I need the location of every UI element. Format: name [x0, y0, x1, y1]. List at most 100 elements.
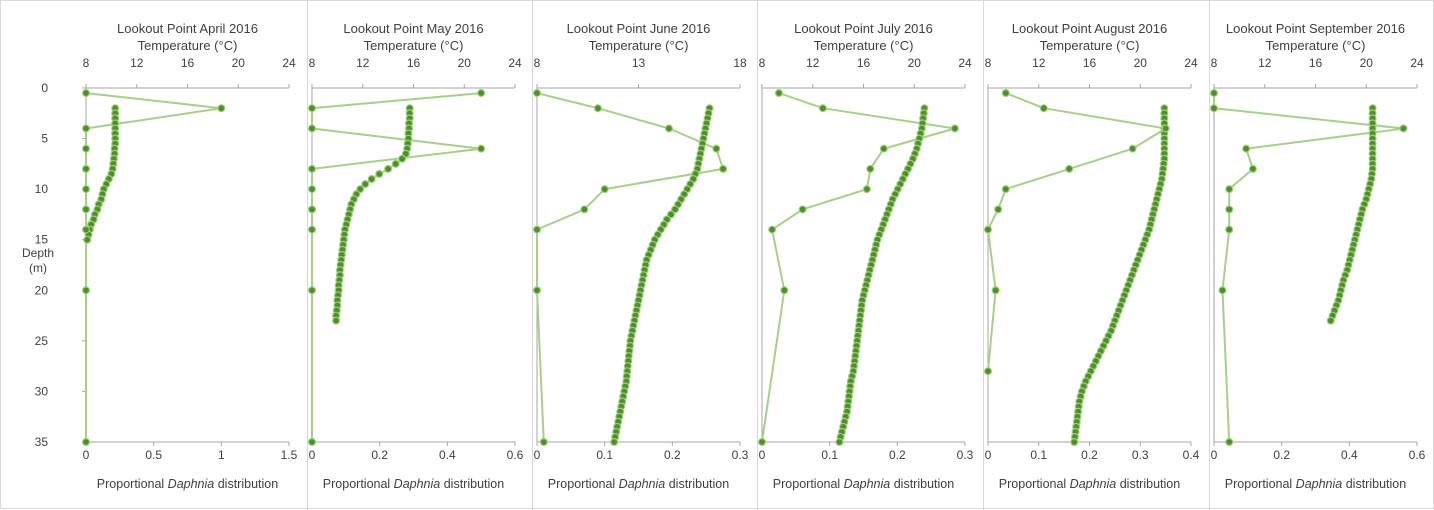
daphnia-line [761, 92, 956, 443]
daphnia-point [81, 185, 90, 194]
distribution-axis-label: Proportional Daphnia distribution [1225, 477, 1406, 491]
temperature-tick-label: 12 [1258, 56, 1272, 70]
distribution-tick-label: 1 [218, 448, 225, 462]
distribution-tick-label: 0.3 [957, 448, 974, 462]
daphnia-point [780, 286, 789, 295]
panel-2: Lookout Point May 2016 Temperature (°C) Pr… [308, 21, 524, 491]
panel-divider [757, 1, 758, 510]
distribution-axis-label: Proportional Daphnia distribution [548, 477, 729, 491]
temperature-tick-label: 12 [806, 56, 820, 70]
panel-title: Lookout Point July 2016 [794, 21, 933, 36]
temperature-tick-label: 20 [1360, 56, 1374, 70]
temperature-point [1326, 316, 1335, 325]
panel-title: Lookout Point August 2016 [1012, 21, 1167, 36]
daphnia-point [81, 89, 90, 98]
panel-6: Lookout Point September 2016 Temperature … [1209, 21, 1426, 491]
distribution-tick-label: 0.2 [664, 448, 681, 462]
daphnia-point [862, 185, 871, 194]
daphnia-point [664, 124, 673, 133]
daphnia-point [1248, 164, 1257, 173]
distribution-tick-label: 0.5 [145, 448, 162, 462]
distribution-tick-label: 1.5 [281, 448, 298, 462]
daphnia-point [1225, 225, 1234, 234]
temperature-tick-label: 8 [985, 56, 992, 70]
panel-3: Lookout Point June 2016 Temperature (°C) P… [532, 21, 749, 491]
daphnia-point [1209, 89, 1218, 98]
temperature-tick-label: 8 [83, 56, 90, 70]
temperature-tick-label: 12 [356, 56, 370, 70]
temperature-tick-label: 12 [1032, 56, 1046, 70]
daphnia-point [712, 144, 721, 153]
distribution-tick-label: 0.3 [732, 448, 749, 462]
daphnia-point [798, 205, 807, 214]
daphnia-point [477, 144, 486, 153]
daphnia-point [477, 89, 486, 98]
temperature-tick-label: 8 [1211, 56, 1218, 70]
daphnia-point [308, 185, 317, 194]
temperature-tick-label: 20 [908, 56, 922, 70]
temperature-tick-label: 18 [733, 56, 747, 70]
daphnia-point [1209, 104, 1218, 113]
daphnia-point [532, 89, 541, 98]
daphnia-point [81, 164, 90, 173]
daphnia-point [950, 124, 959, 133]
daphnia-point [1225, 185, 1234, 194]
temperature-point [361, 180, 370, 189]
panel-title: Lookout Point April 2016 [117, 21, 258, 36]
temperature-axis-label: Temperature (°C) [138, 38, 238, 53]
daphnia-point [768, 225, 777, 234]
distribution-axis-label: Proportional Daphnia distribution [323, 477, 504, 491]
depth-tick-label: 20 [35, 283, 49, 297]
daphnia-point [983, 225, 992, 234]
daphnia-line [311, 92, 482, 442]
temperature-tick-label: 20 [1134, 56, 1148, 70]
daphnia-point [308, 104, 317, 113]
distribution-tick-label: 0.2 [1273, 448, 1290, 462]
daphnia-point [1161, 124, 1170, 133]
distribution-tick-label: 0.2 [371, 448, 388, 462]
daphnia-point [818, 104, 827, 113]
daphnia-point [757, 438, 766, 447]
distribution-tick-label: 0.2 [889, 448, 906, 462]
daphnia-point [308, 438, 317, 447]
depth-tick-label: 0 [41, 81, 48, 95]
distribution-tick-label: 0.4 [1183, 448, 1200, 462]
temperature-tick-label: 24 [508, 56, 522, 70]
distribution-axis-label: Proportional Daphnia distribution [97, 477, 278, 491]
temperature-tick-label: 20 [232, 56, 246, 70]
daphnia-point [1001, 89, 1010, 98]
distribution-tick-label: 0.1 [596, 448, 613, 462]
distribution-axis-label: Proportional Daphnia distribution [999, 477, 1180, 491]
temperature-tick-label: 16 [1309, 56, 1323, 70]
daphnia-point [81, 144, 90, 153]
daphnia-point [580, 205, 589, 214]
temperature-tick-label: 8 [534, 56, 541, 70]
depth-axis-title: Depth (m) [13, 246, 63, 276]
temperature-point [367, 175, 376, 184]
daphnia-point [81, 225, 90, 234]
daphnia-point [308, 225, 317, 234]
distribution-tick-label: 0.4 [1341, 448, 1358, 462]
panel-5: Lookout Point August 2016 Temperature (°C… [983, 21, 1200, 491]
daphnia-point [1225, 438, 1234, 447]
depth-tick-label: 25 [35, 334, 49, 348]
panel-divider [1209, 1, 1210, 510]
daphnia-point [532, 286, 541, 295]
daphnia-point [983, 367, 992, 376]
depth-tick-label: 35 [35, 435, 49, 449]
panel-4: Lookout Point July 2016 Temperature (°C) P… [757, 21, 974, 491]
daphnia-point [308, 205, 317, 214]
temperature-point [332, 316, 341, 325]
temperature-tick-label: 20 [458, 56, 472, 70]
distribution-tick-label: 0.3 [1132, 448, 1149, 462]
daphnia-point [308, 124, 317, 133]
daphnia-line [986, 92, 1169, 372]
temperature-point [1070, 438, 1079, 447]
daphnia-point [81, 124, 90, 133]
depth-axis-unit: (m) [29, 261, 47, 275]
distribution-tick-label: 0 [534, 448, 541, 462]
temperature-tick-label: 24 [1410, 56, 1424, 70]
panel-1: Lookout Point April 2016 Temperature (°C)… [35, 21, 298, 491]
daphnia-line [85, 92, 222, 442]
